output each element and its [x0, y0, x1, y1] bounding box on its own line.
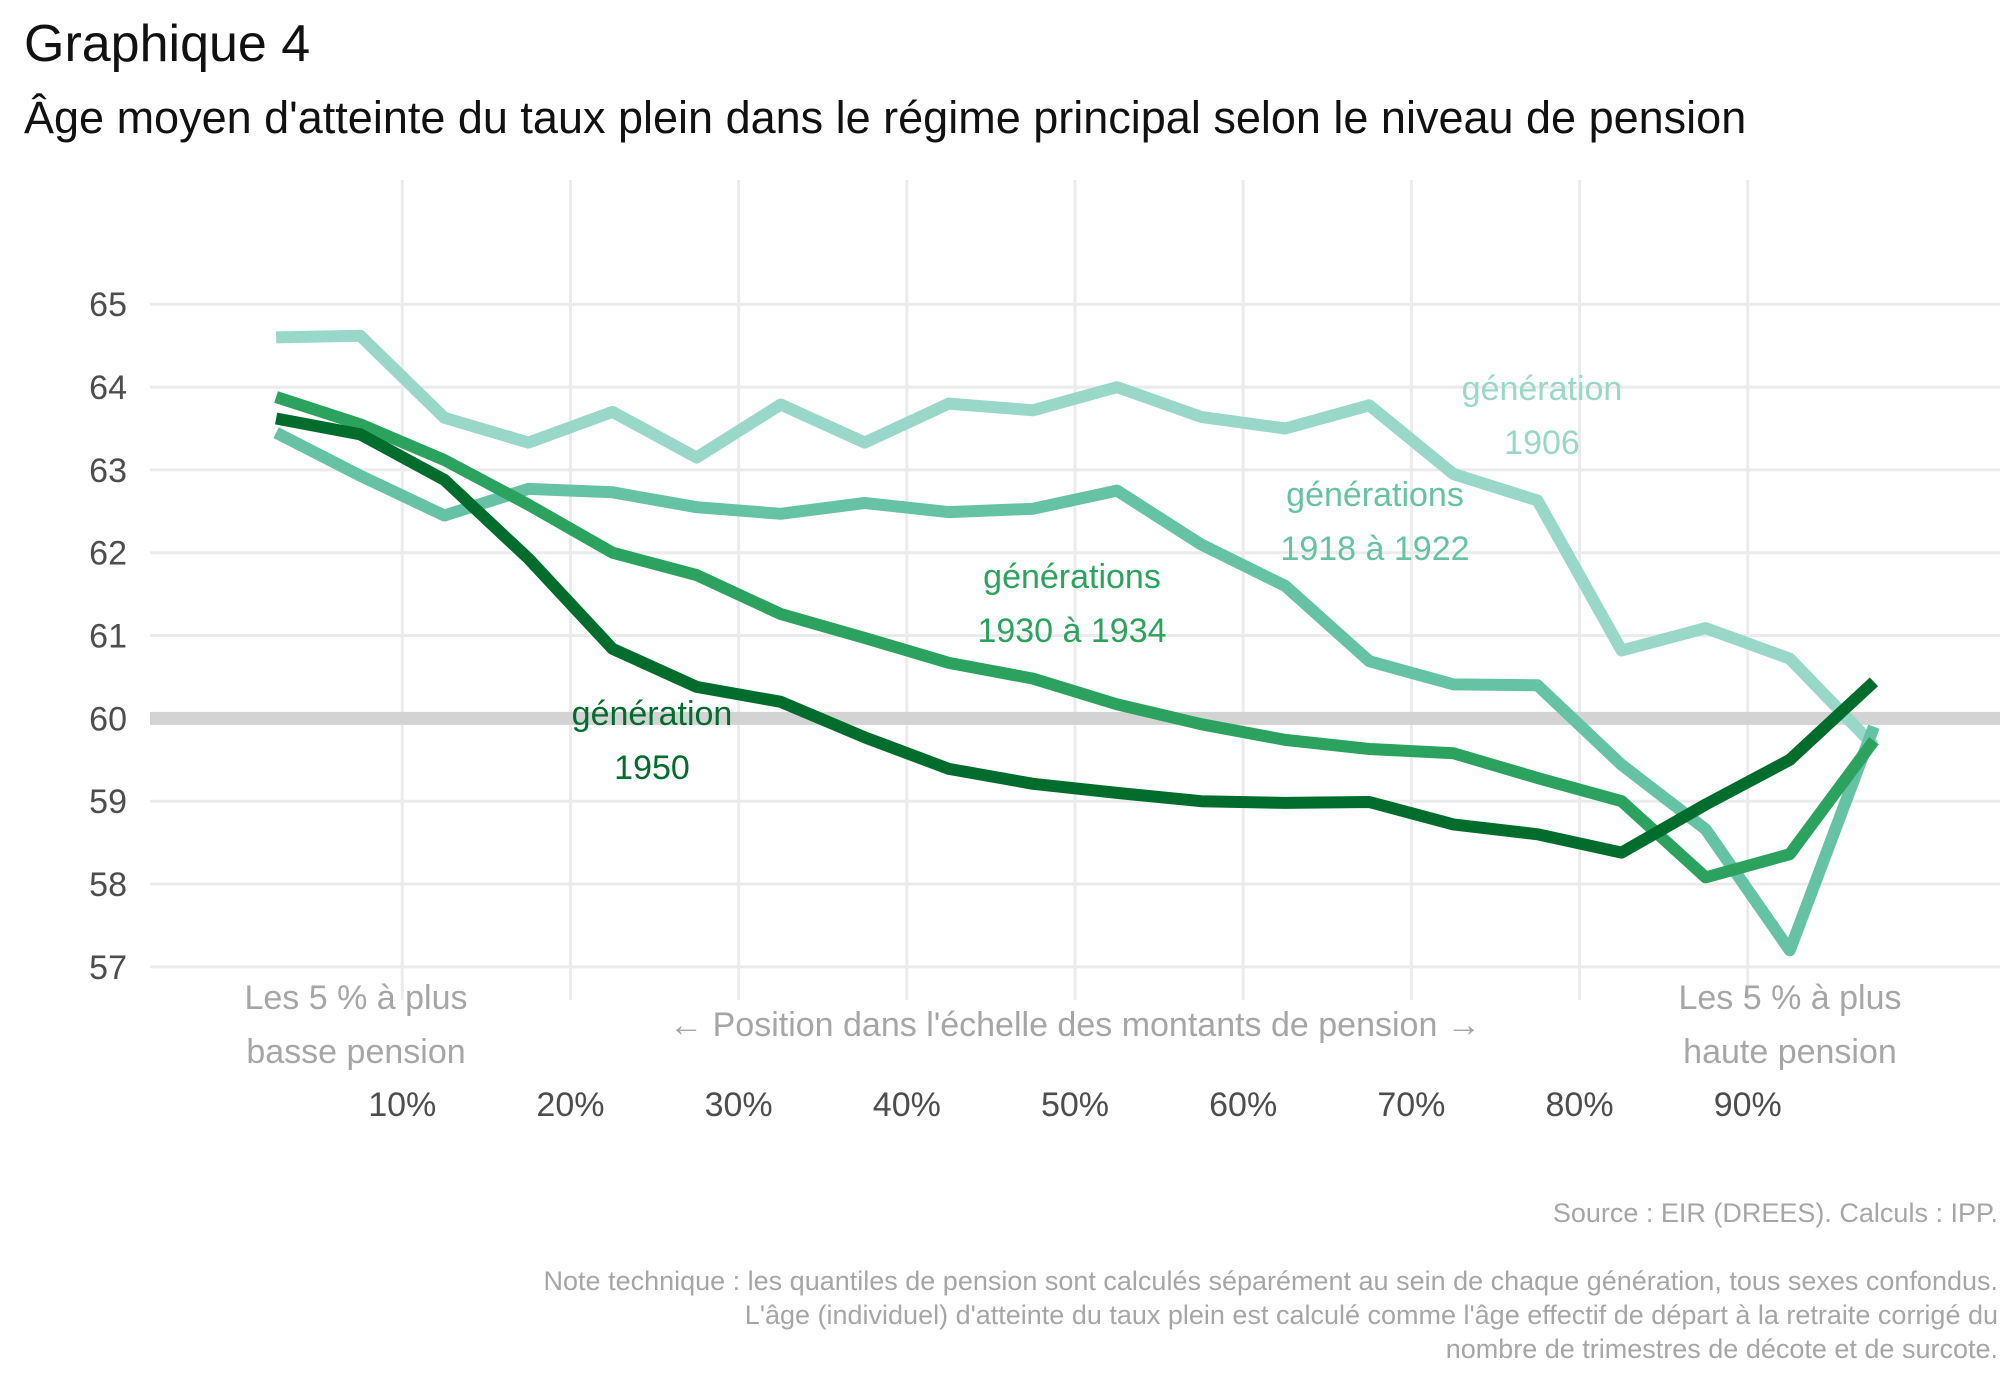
x-tick-label: 50% [1041, 1086, 1109, 1124]
y-tick-label: 59 [89, 783, 127, 821]
x-tick-label: 20% [536, 1086, 604, 1124]
caption-source: Source : EIR (DREES). Calculs : IPP. [1552, 1198, 1998, 1228]
annotation-left-line2: basse pension [246, 1033, 465, 1071]
x-axis-ticks: 10% 20% 30% 40% 50% 60% 70% 80% 90% [368, 1086, 1782, 1124]
series-label-1918-line1: générations [1286, 476, 1464, 514]
x-tick-label: 80% [1546, 1086, 1614, 1124]
y-tick-label: 57 [89, 949, 127, 987]
axis-annotations: Les 5 % à plus basse pension ← Position … [244, 979, 1901, 1071]
y-axis-ticks: 57 58 59 60 61 62 63 64 65 [89, 286, 127, 987]
series-label-1950-line1: génération [572, 695, 733, 733]
y-tick-label: 63 [89, 452, 127, 490]
series-label-1930-line2: 1930 à 1934 [977, 612, 1166, 650]
series-label-1950-line2: 1950 [614, 749, 690, 787]
y-tick-label: 61 [89, 618, 127, 656]
caption-note-line: Note technique : les quantiles de pensio… [543, 1266, 1998, 1296]
x-tick-label: 70% [1377, 1086, 1445, 1124]
chart-caption: Source : EIR (DREES). Calculs : IPP. Not… [544, 1196, 1998, 1366]
x-tick-label: 30% [705, 1086, 773, 1124]
x-tick-label: 10% [368, 1086, 436, 1124]
x-tick-label: 90% [1714, 1086, 1782, 1124]
series-line-3 [274, 391, 1879, 884]
series-label-1906-line2: 1906 [1504, 424, 1580, 462]
grid-lines [150, 180, 2000, 1000]
caption-note-line: nombre de trimestres de décote et de sur… [1445, 1334, 1998, 1364]
series-label-1930-line1: générations [983, 558, 1161, 596]
annotation-left-line1: Les 5 % à plus [244, 979, 467, 1017]
y-tick-label: 58 [89, 866, 127, 904]
y-tick-label: 62 [89, 535, 127, 573]
series-lines [273, 329, 1880, 957]
chart-title: Graphique 4 [24, 15, 311, 73]
caption-note-line: L'âge (individuel) d'atteinte du taux pl… [744, 1300, 1998, 1330]
chart-subtitle: Âge moyen d'atteinte du taux plein dans … [24, 92, 1747, 143]
y-tick-label: 64 [89, 369, 127, 407]
x-tick-label: 40% [873, 1086, 941, 1124]
y-tick-label: 65 [89, 286, 127, 324]
caption-spacer [544, 1230, 1998, 1264]
annotation-right-line2: haute pension [1683, 1033, 1897, 1071]
series-line-1 [275, 329, 1879, 750]
series-label-1906-line1: génération [1462, 370, 1623, 408]
series-label-1918-line2: 1918 à 1922 [1280, 530, 1469, 568]
series-line-4 [274, 412, 1878, 859]
y-tick-label: 60 [89, 700, 127, 738]
series-labels: génération 1906 générations 1918 à 1922 … [572, 370, 1623, 787]
series-line-2 [273, 427, 1880, 957]
x-tick-label: 60% [1209, 1086, 1277, 1124]
annotation-right-line1: Les 5 % à plus [1678, 979, 1901, 1017]
annotation-axis-direction: ← Position dans l'échelle des montants d… [669, 1006, 1481, 1044]
